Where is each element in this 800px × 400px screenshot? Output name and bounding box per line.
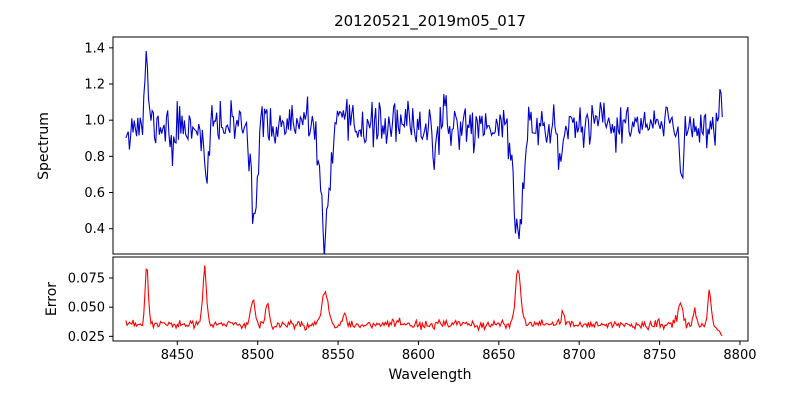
y-tick-label: 0.8 [84, 150, 105, 165]
error-line [125, 265, 723, 337]
x-tick-label: 8500 [241, 348, 274, 363]
x-tick-label: 8800 [723, 348, 756, 363]
x-tick-label: 8750 [643, 348, 676, 363]
y-tick-label: 1.4 [84, 41, 105, 56]
y-tick-label: 0.025 [68, 330, 105, 345]
spectrum-y-axis-label: Spectrum [36, 112, 52, 180]
x-tick-label: 8450 [161, 348, 194, 363]
y-tick-label: 0.6 [84, 186, 105, 201]
chart-title: 20120521_2019m05_017 [334, 12, 526, 31]
x-axis-label: Wavelength [388, 367, 471, 383]
spectrum-line [125, 50, 723, 254]
axes-frame [112, 256, 749, 342]
y-tick-label: 1.0 [84, 114, 105, 129]
error-y-axis-label: Error [44, 282, 60, 316]
y-tick-label: 0.075 [68, 272, 105, 287]
x-tick-label: 8650 [482, 348, 515, 363]
y-tick-label: 1.2 [84, 78, 105, 93]
axes-frame-and-ticks: 0.4 0.6 0.8 1.0 1.2 1.4 0.025 0.050 0.075 8450 850… [68, 36, 757, 363]
data-series [125, 50, 723, 337]
x-tick-label: 8700 [563, 348, 596, 363]
y-tick-label: 0.050 [68, 301, 105, 316]
x-tick-label: 8550 [322, 348, 355, 363]
axes-frame [112, 36, 749, 255]
x-tick-label: 8600 [402, 348, 435, 363]
y-tick-label: 0.4 [84, 222, 105, 237]
